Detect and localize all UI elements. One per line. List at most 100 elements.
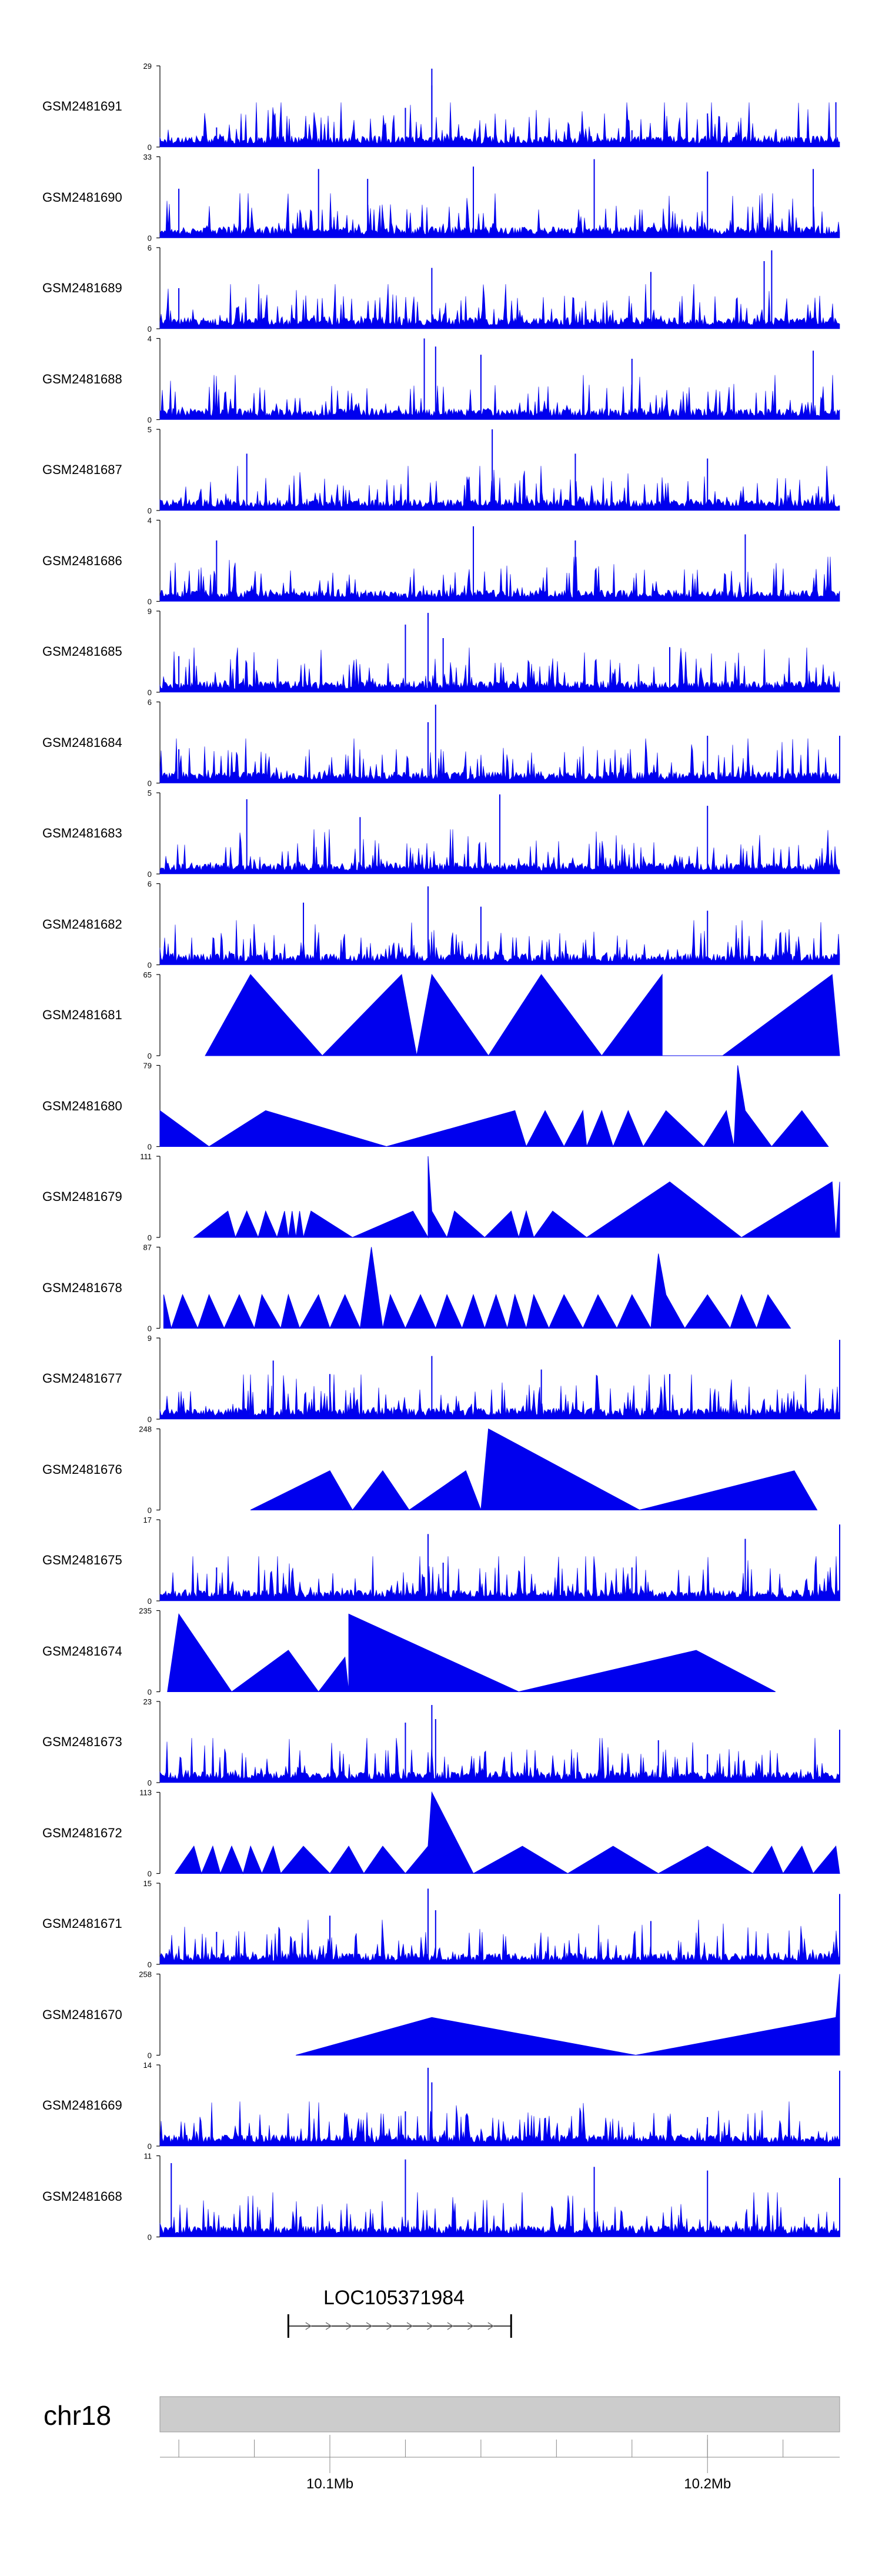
y-tick-label-max: 29 xyxy=(143,62,152,71)
signal-area xyxy=(159,648,840,693)
y-tick-label-zero: 0 xyxy=(148,1597,152,1606)
track-GSM2481688: 40 xyxy=(148,335,840,425)
track-label: GSM2481676 xyxy=(42,1461,122,1477)
y-tick-label-zero: 0 xyxy=(148,2051,152,2060)
signal-area xyxy=(159,466,840,511)
signal-area xyxy=(159,920,840,965)
track-GSM2481669: 14 0 xyxy=(143,2061,840,2151)
gene-name-label: LOC105371984 xyxy=(323,2287,465,2309)
track-label: GSM2481682 xyxy=(42,916,122,932)
x-tick-label: 10.1Mb xyxy=(306,2476,354,2492)
track-label: GSM2481684 xyxy=(42,735,122,750)
y-tick-label-zero: 0 xyxy=(148,416,152,425)
chromosome-axis xyxy=(159,2396,840,2473)
track-GSM2481680: 79 0 xyxy=(143,1062,829,1152)
y-tick-label-zero: 0 xyxy=(148,1778,152,1787)
y-tick-label-max: 6 xyxy=(148,698,152,707)
track-label: GSM2481668 xyxy=(42,2188,122,2204)
strand-arrow xyxy=(487,2322,495,2330)
strand-arrow xyxy=(366,2322,373,2330)
track-GSM2481687: 50 xyxy=(148,425,840,515)
track-label: GSM2481675 xyxy=(42,1553,122,1567)
track-GSM2481691: 29 0 xyxy=(143,62,840,152)
y-tick-label-max: 33 xyxy=(143,153,152,162)
y-tick-label-zero: 0 xyxy=(148,779,152,788)
track-GSM2481679: 111 0 xyxy=(140,1152,840,1242)
track-label: GSM2481683 xyxy=(42,826,122,840)
signal-area xyxy=(193,1156,840,1239)
y-tick-label-max: 258 xyxy=(139,1970,152,1979)
y-tick-label-zero: 0 xyxy=(148,1506,152,1515)
y-tick-label-max: 9 xyxy=(148,1334,152,1343)
y-tick-label-zero: 0 xyxy=(148,1143,152,1152)
track-label: GSM2481679 xyxy=(42,1189,122,1204)
signal-area xyxy=(174,1791,840,1875)
signal-area xyxy=(159,1920,840,1965)
strand-arrow xyxy=(467,2322,474,2330)
y-tick-label-max: 6 xyxy=(148,243,152,252)
signal-area xyxy=(167,1613,776,1693)
track-GSM2481672: 113 0 xyxy=(139,1788,840,1878)
signal-area xyxy=(159,1374,840,1420)
y-tick-label-max: 9 xyxy=(148,607,152,616)
track-label: GSM2481671 xyxy=(42,1916,122,1931)
track-label: GSM2481678 xyxy=(42,1280,122,1295)
track-GSM2481676: 248 0 xyxy=(139,1425,818,1515)
y-tick-label-max: 65 xyxy=(143,970,152,979)
strand-arrow xyxy=(346,2322,353,2330)
strand-arrow xyxy=(325,2322,332,2330)
strand-arrow xyxy=(386,2322,393,2330)
y-tick-label-zero: 0 xyxy=(148,961,152,970)
y-tick-label-zero: 0 xyxy=(148,2233,152,2242)
y-tick-label-max: 5 xyxy=(148,789,152,798)
track-label: GSM2481669 xyxy=(42,2098,122,2113)
y-tick-label-zero: 0 xyxy=(148,325,152,333)
track-GSM2481670: 258 0 xyxy=(139,1970,840,2060)
track-label: GSM2481670 xyxy=(42,2007,122,2022)
gene-model xyxy=(287,2314,512,2338)
signal-area xyxy=(296,1974,840,2056)
y-tick-label-zero: 0 xyxy=(148,1960,152,1969)
y-tick-label-max: 17 xyxy=(143,1516,152,1524)
y-tick-label-max: 11 xyxy=(144,2152,152,2161)
y-tick-label-zero: 0 xyxy=(148,506,152,515)
track-GSM2481677: 90 xyxy=(148,1334,840,1424)
signal-area xyxy=(159,556,840,602)
y-tick-label-zero: 0 xyxy=(148,1324,152,1333)
track-label: GSM2481681 xyxy=(42,1007,122,1022)
y-tick-label-max: 113 xyxy=(139,1788,152,1797)
y-tick-label-max: 6 xyxy=(148,880,152,889)
track-label: GSM2481685 xyxy=(42,644,122,659)
x-tick-label: 10.2Mb xyxy=(684,2476,731,2492)
signal-area xyxy=(159,284,840,329)
track-GSM2481675: 17 0 xyxy=(143,1516,840,1606)
y-tick-label-max: 248 xyxy=(139,1425,152,1434)
y-tick-label-max: 14 xyxy=(143,2061,152,2070)
track-label: GSM2481677 xyxy=(42,1371,122,1386)
y-tick-label-max: 23 xyxy=(143,1697,152,1706)
track-GSM2481686: 40 xyxy=(148,516,840,606)
track-label: GSM2481674 xyxy=(42,1643,122,1659)
track-GSM2481685: 90 xyxy=(148,607,840,697)
track-label: GSM2481687 xyxy=(42,462,122,477)
signal-area xyxy=(159,738,840,783)
strand-arrow xyxy=(427,2322,433,2330)
track-GSM2481673: 23 0 xyxy=(143,1697,840,1787)
y-tick-label-zero: 0 xyxy=(148,1688,152,1697)
track-label: GSM2481680 xyxy=(42,1098,122,1113)
y-tick-label-zero: 0 xyxy=(148,143,152,152)
track-label: GSM2481691 xyxy=(42,99,122,114)
signal-area xyxy=(205,973,840,1056)
y-tick-label-max: 235 xyxy=(139,1607,152,1616)
signal-area xyxy=(159,2192,840,2237)
y-tick-label-max: 87 xyxy=(143,1243,152,1252)
y-tick-label-zero: 0 xyxy=(148,1870,152,1878)
chromosome-bar xyxy=(159,2396,840,2432)
track-label: GSM2481673 xyxy=(42,1734,122,1749)
track-GSM2481681: 65 0 xyxy=(143,970,840,1060)
track-label: GSM2481672 xyxy=(42,1825,122,1840)
signal-area xyxy=(159,193,840,238)
track-GSM2481684: 60 xyxy=(148,698,840,788)
signal-area xyxy=(159,1556,840,1601)
